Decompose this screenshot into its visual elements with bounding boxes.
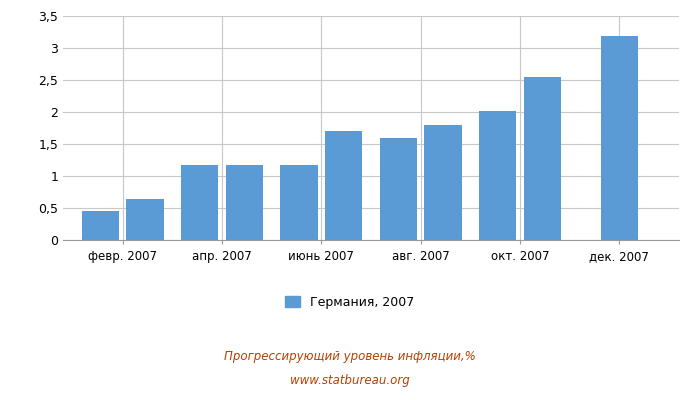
Bar xyxy=(424,125,462,240)
Bar xyxy=(225,165,263,240)
Bar xyxy=(280,165,318,240)
Legend: Германия, 2007: Германия, 2007 xyxy=(281,291,419,314)
Bar xyxy=(325,131,363,240)
Bar xyxy=(479,111,517,240)
Text: www.statbureau.org: www.statbureau.org xyxy=(290,374,410,387)
Bar xyxy=(181,165,218,240)
Bar xyxy=(601,36,638,240)
Bar xyxy=(379,138,417,240)
Bar xyxy=(82,211,119,240)
Bar xyxy=(126,199,164,240)
Bar xyxy=(524,77,561,240)
Text: Прогрессирующий уровень инфляции,%: Прогрессирующий уровень инфляции,% xyxy=(224,350,476,363)
